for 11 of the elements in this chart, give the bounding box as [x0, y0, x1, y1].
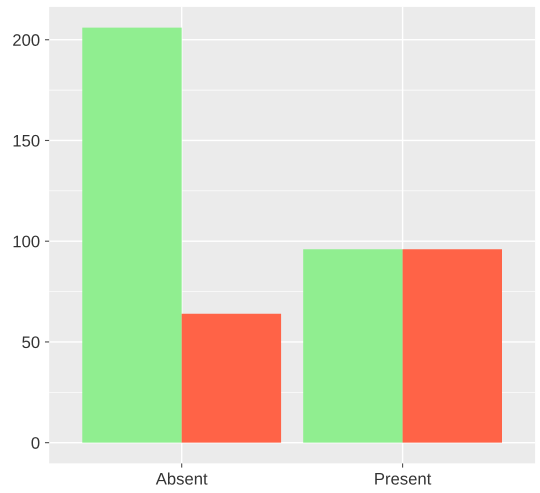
bar	[402, 249, 502, 443]
bar	[82, 28, 182, 443]
x-tick-label: Absent	[156, 472, 208, 485]
y-tick-label: 150	[14, 134, 40, 147]
y-tick-label: 0	[31, 437, 40, 449]
bar	[182, 314, 282, 443]
y-tick-label: 100	[14, 236, 40, 248]
bar	[303, 249, 403, 443]
y-tick-label: 50	[22, 336, 40, 348]
x-tick-label: Present	[375, 473, 432, 485]
y-tick-label: 200	[13, 34, 40, 46]
